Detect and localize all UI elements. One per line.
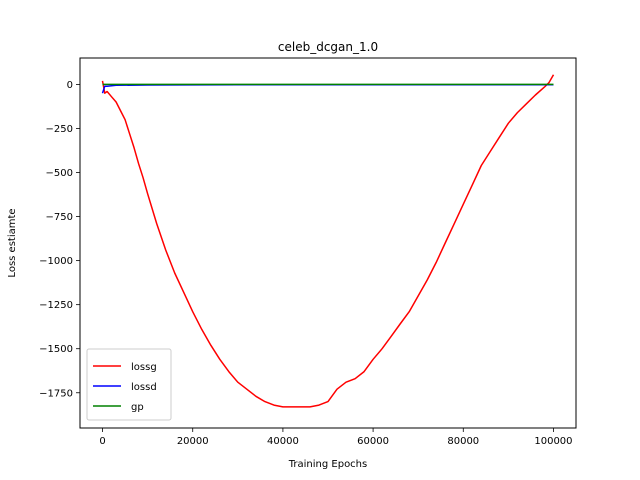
x-tick-label: 20000 [177, 436, 209, 447]
series-line-lossg [101, 74, 555, 408]
legend-label-lossd: lossd [131, 382, 157, 393]
y-tick-label: 0 [67, 80, 73, 91]
y-tick-label: −1250 [39, 300, 73, 311]
x-tick-label: 40000 [267, 436, 299, 447]
chart-title: celeb_dcgan_1.0 [278, 40, 378, 54]
legend-box [86, 348, 172, 421]
y-tick-label: −1500 [39, 344, 73, 355]
y-tick-label: −750 [46, 212, 73, 223]
y-tick-label: −500 [46, 168, 73, 179]
legend-label-lossg: lossg [131, 362, 157, 373]
y-axis: 0 −250 −500 −750 −1000 −1250 −1500 −1750 [39, 80, 80, 399]
series-group [101, 74, 555, 408]
x-axis: 0 20000 40000 60000 80000 100000 [99, 428, 573, 447]
x-tick-label: 100000 [534, 436, 572, 447]
legend: lossg lossd gp [86, 348, 172, 421]
x-tick-label: 0 [99, 436, 105, 447]
y-tick-label: −1750 [39, 388, 73, 399]
y-axis-label: Loss estiamte [7, 208, 18, 277]
y-tick-label: −1000 [39, 256, 73, 267]
y-tick-label: −250 [46, 124, 73, 135]
x-axis-label: Training Epochs [288, 459, 367, 470]
legend-label-gp: gp [131, 402, 144, 413]
plot-frame [79, 57, 577, 429]
x-tick-label: 80000 [447, 436, 479, 447]
x-tick-label: 60000 [357, 436, 389, 447]
